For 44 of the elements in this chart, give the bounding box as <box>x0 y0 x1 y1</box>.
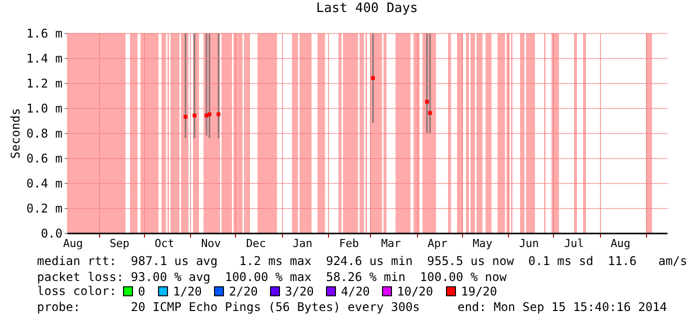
y-tick-label: 1.0 m <box>26 102 62 116</box>
y-tick-label: 0.4 m <box>26 176 62 190</box>
x-tick-label: Apr <box>428 237 448 250</box>
x-tick-label: Mar <box>381 237 402 250</box>
y-tick-label: 0.8 m <box>26 126 62 140</box>
text: end: Mon Sep 15 15:40:16 2014 <box>457 300 667 314</box>
legend-label: 10/20 <box>397 284 434 298</box>
text: packet loss: 93.00 % avg 100.00 % max 58.26 % min 100.00 % now <box>37 270 507 284</box>
text: median rtt: 987.1 us avg 1.2 ms max 924.6 us min 955.5 us now 0.1 ms sd 11.6 am/s <box>37 254 688 268</box>
text: probe: 20 ICMP Echo Pings (56 Bytes) every 300s <box>37 300 420 314</box>
y-tick-label: 1.4 m <box>26 52 62 66</box>
legend-label: 3/20 <box>285 284 314 298</box>
point <box>184 114 188 119</box>
point <box>216 112 220 116</box>
legend-label: 4/20 <box>341 284 370 298</box>
point <box>428 111 432 115</box>
legend-title: loss color: <box>37 284 116 298</box>
y-tick-label: 1.6 m <box>26 26 62 40</box>
y-tick-label: 1.2 m <box>26 76 62 90</box>
x-tick-label: Jul <box>564 237 584 250</box>
legend-label: 1/20 <box>173 284 202 298</box>
chart-title: Last 400 Days <box>316 1 418 16</box>
x-tick-label: Aug <box>610 237 630 250</box>
x-tick-label: Feb <box>339 237 359 250</box>
x-tick-label: Sep <box>110 237 130 250</box>
point <box>371 76 375 80</box>
x-tick-label: Jan <box>292 237 312 250</box>
x-tick-label: Nov <box>201 237 222 250</box>
point <box>425 100 429 104</box>
x-tick-label: Oct <box>154 237 174 250</box>
y-tick-label: 0.2 m <box>26 202 62 216</box>
y-tick-label: 0.6 m <box>26 152 62 166</box>
point <box>204 114 208 118</box>
legend-label: 19/20 <box>461 284 498 298</box>
legend-label: 0 <box>138 284 146 298</box>
point <box>208 112 212 116</box>
point <box>192 114 196 118</box>
y-tick-label: 0.0 <box>40 226 62 240</box>
y-axis-title: Seconds <box>8 108 22 159</box>
x-tick-label: Jun <box>519 237 539 250</box>
legend-label: 2/20 <box>229 284 258 298</box>
x-tick-label: Aug <box>63 237 83 250</box>
x-tick-label: Dec <box>246 237 266 250</box>
x-tick-label: May <box>472 237 493 250</box>
